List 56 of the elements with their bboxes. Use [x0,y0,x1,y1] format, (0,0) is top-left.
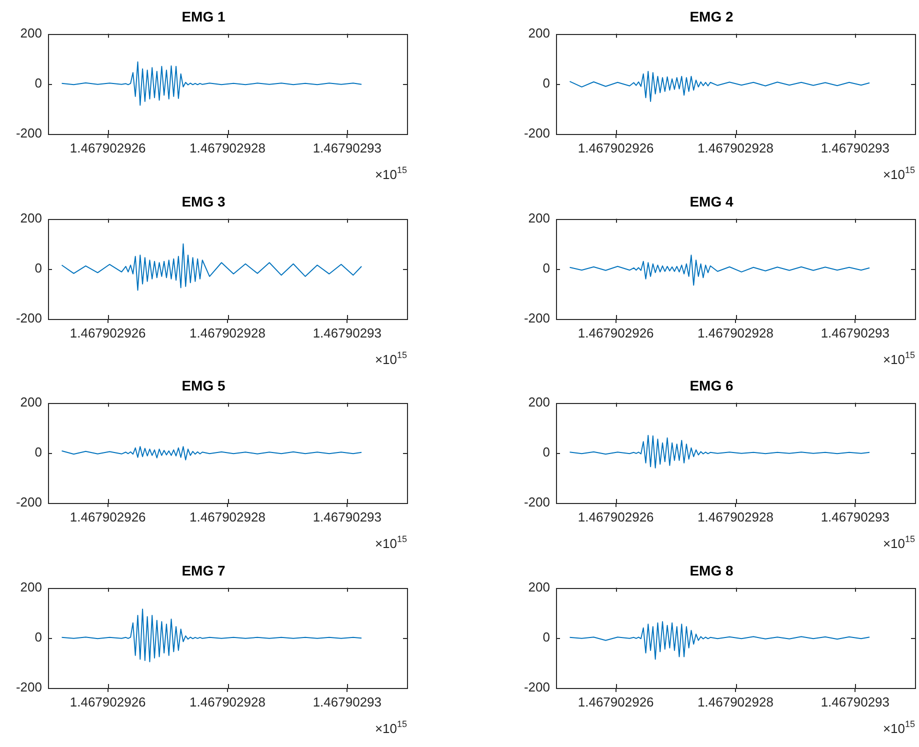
y-tick-label: -200 [16,680,42,695]
x-tick-label: 1.46790293 [312,140,382,156]
chart-title: EMG 7 [182,562,226,578]
x-tick-label: 1.467902928 [190,509,266,524]
y-tick-label: 0 [542,260,550,276]
x-tick-label: 1.46790293 [312,509,382,524]
y-tick-label: 200 [20,394,42,410]
y-tick-label: 0 [34,75,42,90]
x-tick-label: 1.46790293 [820,694,890,710]
x-tick-label: 1.467902926 [578,325,654,340]
chart-title: EMG 8 [690,562,734,578]
y-tick-label: -200 [524,126,550,141]
x-tick-label: 1.467902928 [698,509,774,524]
chart-title: EMG 4 [690,193,734,210]
y-tick-label: 0 [542,75,550,90]
chart-title: EMG 5 [182,377,226,394]
x-tick-label: 1.467902926 [70,325,146,340]
x-tick-label: 1.467902928 [698,325,774,340]
x-tick-label: 1.467902926 [70,694,146,710]
y-tick-label: 0 [34,444,42,460]
x-tick-label: 1.46790293 [820,140,890,156]
y-tick-label: 200 [20,579,42,594]
x-tick-label: 1.467902928 [190,325,266,340]
x-tick-label: 1.46790293 [820,509,890,524]
chart-title: EMG 3 [182,193,226,210]
chart-title: EMG 1 [182,8,226,24]
y-tick-label: 200 [20,210,42,226]
x-tick-label: 1.467902926 [578,694,654,710]
x-tick-label: 1.46790293 [312,325,382,340]
y-tick-label: 200 [528,210,550,226]
x-tick-label: 1.467902928 [190,694,266,710]
y-tick-label: 0 [542,629,550,644]
x-tick-label: 1.467902926 [578,140,654,156]
y-tick-label: -200 [524,310,550,326]
y-tick-label: -200 [524,494,550,510]
x-tick-label: 1.467902928 [698,694,774,710]
x-tick-label: 1.46790293 [820,325,890,340]
y-tick-label: 0 [542,444,550,460]
y-tick-label: 200 [528,394,550,410]
y-tick-label: -200 [524,680,550,695]
chart-title: EMG 2 [690,8,734,24]
y-tick-label: -200 [16,310,42,326]
chart-title: EMG 6 [690,377,734,394]
y-tick-label: 0 [34,629,42,644]
y-tick-label: 200 [528,25,550,40]
x-tick-label: 1.467902928 [698,140,774,156]
y-tick-label: 200 [20,25,42,40]
x-tick-label: 1.467902926 [578,509,654,524]
x-tick-label: 1.46790293 [312,694,382,710]
x-tick-label: 1.467902926 [70,509,146,524]
y-tick-label: -200 [16,494,42,510]
x-tick-label: 1.467902926 [70,140,146,156]
y-tick-label: 200 [528,579,550,594]
y-tick-label: 0 [34,260,42,276]
y-tick-label: -200 [16,126,42,141]
x-tick-label: 1.467902928 [190,140,266,156]
